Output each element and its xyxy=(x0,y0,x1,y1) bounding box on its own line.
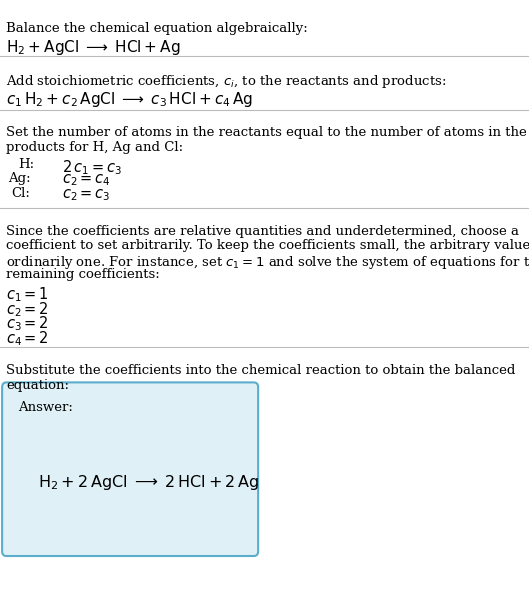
Text: Set the number of atoms in the reactants equal to the number of atoms in the: Set the number of atoms in the reactants… xyxy=(6,126,527,139)
Text: Ag:: Ag: xyxy=(8,172,31,185)
Text: products for H, Ag and Cl:: products for H, Ag and Cl: xyxy=(6,141,184,154)
FancyBboxPatch shape xyxy=(2,382,258,556)
Text: Since the coefficients are relative quantities and underdetermined, choose a: Since the coefficients are relative quan… xyxy=(6,225,519,237)
Text: $c_4 = 2$: $c_4 = 2$ xyxy=(6,329,49,348)
Text: ordinarily one. For instance, set $c_1 = 1$ and solve the system of equations fo: ordinarily one. For instance, set $c_1 =… xyxy=(6,254,529,271)
Text: H:: H: xyxy=(18,158,34,171)
Text: Balance the chemical equation algebraically:: Balance the chemical equation algebraica… xyxy=(6,22,308,35)
Text: $2\,c_1 = c_3$: $2\,c_1 = c_3$ xyxy=(62,158,122,177)
Text: remaining coefficients:: remaining coefficients: xyxy=(6,268,160,281)
Text: $c_3 = 2$: $c_3 = 2$ xyxy=(6,314,49,333)
Text: coefficient to set arbitrarily. To keep the coefficients small, the arbitrary va: coefficient to set arbitrarily. To keep … xyxy=(6,239,529,252)
Text: Cl:: Cl: xyxy=(12,187,31,200)
Text: equation:: equation: xyxy=(6,379,69,392)
Text: $c_2 = c_4$: $c_2 = c_4$ xyxy=(62,172,111,188)
Text: $\mathrm{H_2 + AgCl} \;\longrightarrow\; \mathrm{HCl + Ag}$: $\mathrm{H_2 + AgCl} \;\longrightarrow\;… xyxy=(6,38,181,56)
Text: $c_1\,\mathrm{H_2} + c_2\,\mathrm{AgCl} \;\longrightarrow\; c_3\,\mathrm{HCl} + : $c_1\,\mathrm{H_2} + c_2\,\mathrm{AgCl} … xyxy=(6,90,253,109)
Text: Add stoichiometric coefficients, $c_i$, to the reactants and products:: Add stoichiometric coefficients, $c_i$, … xyxy=(6,73,446,90)
Text: $c_2 = c_3$: $c_2 = c_3$ xyxy=(62,187,111,203)
Text: $\mathrm{H_2 + 2\,AgCl} \;\longrightarrow\; \mathrm{2\,HCl + 2\,Ag}$: $\mathrm{H_2 + 2\,AgCl} \;\longrightarro… xyxy=(38,473,259,492)
Text: Answer:: Answer: xyxy=(18,401,73,413)
Text: $c_1 = 1$: $c_1 = 1$ xyxy=(6,285,49,304)
Text: Substitute the coefficients into the chemical reaction to obtain the balanced: Substitute the coefficients into the che… xyxy=(6,364,516,377)
Text: $c_2 = 2$: $c_2 = 2$ xyxy=(6,300,49,319)
